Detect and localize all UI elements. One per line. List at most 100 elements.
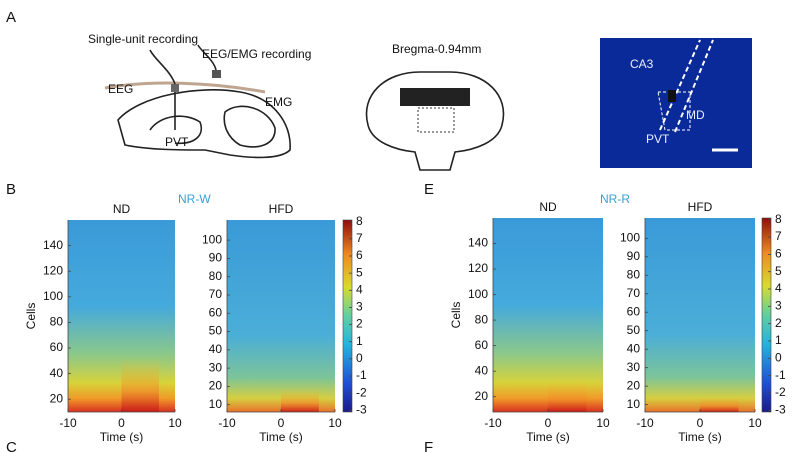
y-tick-label: 70 [627,286,641,300]
y-tick-label: 60 [627,304,641,318]
colorbar-tick-label: 7 [775,229,782,243]
colorbar-tick-label: 5 [775,264,782,278]
colorbar-tick-label: -3 [356,402,367,416]
schematic-label: EEG [108,82,133,96]
y-tick-label: 140 [468,236,488,250]
y-tick-label: 30 [209,360,223,374]
y-tick-label: 80 [475,312,489,326]
sagittal-schematic [104,44,291,159]
y-tick-label: 10 [627,397,641,411]
heatmap-response [281,388,319,412]
colorbar-tick-label: 6 [775,247,782,261]
colorbar-tick-label: 1 [775,333,782,347]
panel-label: E [424,181,434,198]
y-tick-label: 20 [50,391,64,405]
colorbar-tick-label: 6 [356,248,363,262]
schematic-label: EEG/EMG recording [202,47,311,61]
heatmap-image [227,220,335,412]
colorbar-tick-label: 3 [775,299,782,313]
chart-title: ND [539,200,557,214]
x-tick-label: -10 [636,416,654,430]
y-tick-label: 90 [627,249,641,263]
x-tick-label: 10 [596,416,610,430]
y-tick-label: 20 [209,379,223,393]
x-tick-label: 10 [748,416,762,430]
colorbar-tick-label: 5 [356,265,363,279]
schematic-label: Single-unit recording [88,32,198,46]
y-tick-label: 40 [50,366,64,380]
colorbar-tick-label: 7 [356,231,363,245]
panel-label: A [6,9,16,26]
x-tick-label: 0 [545,416,552,430]
chart-title: ND [113,202,131,216]
y-tick-label: 30 [627,360,641,374]
section-label: Bregma-0.94mm [392,42,481,56]
x-axis-label: Time (s) [100,430,144,444]
colorbar-tick-label: 8 [356,214,363,228]
panel-label: F [424,439,433,453]
y-tick-label: 60 [475,338,489,352]
panel-label: C [6,439,17,453]
y-tick-label: 80 [50,315,64,329]
y-tick-label: 40 [627,341,641,355]
y-tick-label: 60 [50,340,64,354]
x-tick-label: 10 [168,416,182,430]
colorbar-tick-label: -2 [775,385,786,399]
schematic-label: EMG [265,95,292,109]
colorbar-tick-label: 0 [775,350,782,364]
heatmap-response [700,396,739,412]
y-tick-label: 100 [202,232,222,246]
heatmap-image [645,218,755,412]
y-tick-label: 120 [468,261,488,275]
y-tick-label: 20 [475,389,489,403]
chart-title: HFD [269,202,294,216]
y-tick-label: 100 [620,230,640,244]
y-tick-label: 90 [209,251,223,265]
y-tick-label: 40 [475,363,489,377]
y-tick-label: 50 [627,323,641,337]
y-axis-label: Cells [24,303,38,330]
chart-title: HFD [688,200,713,214]
x-axis-label: Time (s) [526,430,570,444]
y-tick-label: 70 [209,287,223,301]
x-tick-label: 0 [118,416,125,430]
x-tick-label: -10 [484,416,502,430]
histology-label: PVT [646,132,670,146]
y-tick-label: 10 [209,397,223,411]
colorbar-tick-label: -2 [356,385,367,399]
x-tick-label: 10 [328,416,342,430]
x-tick-label: 0 [278,416,285,430]
heatmap-response [121,358,159,412]
condition-label: NR-R [600,192,630,206]
colorbar-tick-label: 4 [356,282,363,296]
x-axis-label: Time (s) [678,430,722,444]
condition-label: NR-W [178,192,211,206]
colorbar-tick-label: -1 [356,368,367,382]
colorbar-tick-label: 8 [775,212,782,226]
y-tick-label: 40 [209,342,223,356]
colorbar-tick-label: 2 [775,316,782,330]
histology-label: CA3 [630,57,654,71]
colorbar-tick-label: -1 [775,368,786,382]
colorbar-tick-label: 4 [775,281,782,295]
colorbar [342,219,353,413]
y-tick-label: 50 [209,324,223,338]
coronal-schematic [365,71,505,171]
y-tick-label: 20 [627,378,641,392]
y-tick-label: 60 [209,305,223,319]
colorbar-tick-label: -3 [775,402,786,416]
heatmap-response [548,380,587,412]
histology-label: MD [686,108,705,122]
x-axis-label: Time (s) [259,430,303,444]
colorbar-tick-label: 1 [356,334,363,348]
y-axis-label: Cells [449,302,463,329]
x-tick-label: -10 [218,416,236,430]
x-tick-label: 0 [697,416,704,430]
y-tick-label: 80 [627,267,641,281]
y-tick-label: 120 [43,263,63,277]
y-tick-label: 80 [209,269,223,283]
colorbar [761,217,772,413]
x-tick-label: -10 [59,416,77,430]
panel-label: B [6,181,16,198]
